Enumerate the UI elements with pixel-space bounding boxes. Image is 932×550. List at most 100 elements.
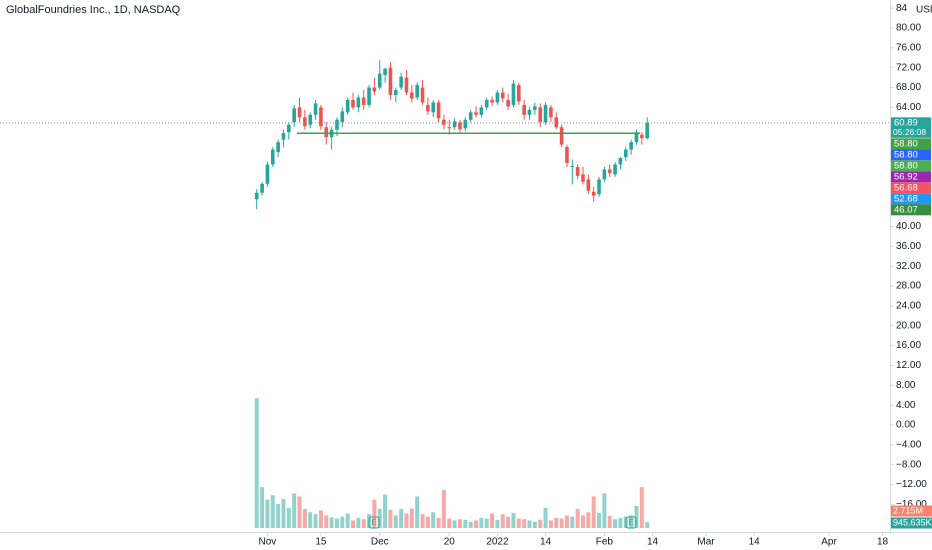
volume-bar	[340, 516, 345, 528]
volume-bar	[597, 512, 602, 528]
candle-body	[324, 127, 329, 138]
x-tick-label: Feb	[596, 537, 614, 548]
candle-body	[415, 85, 419, 98]
volume-bar	[324, 515, 329, 528]
volume-label-text: 945.635K	[893, 517, 932, 527]
volume-bar	[490, 513, 495, 528]
y-tick-label: 20.00	[896, 320, 921, 331]
x-tick-label: 14	[749, 537, 761, 548]
volume-bar	[431, 512, 436, 528]
y-tick-label: 68.00	[896, 82, 921, 93]
candle-body	[335, 119, 339, 130]
volume-bar	[500, 514, 505, 528]
volume-pane	[254, 398, 650, 528]
candle-body	[393, 90, 398, 95]
volume-bar	[276, 504, 281, 528]
price-label-bg	[891, 182, 931, 194]
volume-bar	[297, 496, 302, 528]
volume-bar	[511, 512, 516, 528]
volume-bar	[463, 519, 468, 528]
volume-bar	[484, 518, 489, 528]
candle-body	[500, 92, 505, 99]
x-tick-label: 14	[647, 537, 659, 548]
volume-bar	[260, 487, 265, 528]
candle-body	[634, 132, 639, 143]
candle-body	[618, 158, 623, 165]
price-label-bg	[891, 204, 931, 216]
volume-bar	[420, 514, 425, 528]
price-label: 52.68	[891, 193, 931, 204]
candle-body	[559, 127, 564, 145]
candle-body	[623, 149, 628, 158]
volume-bar	[591, 496, 596, 528]
candle-body	[602, 169, 607, 180]
candle-body	[367, 87, 371, 105]
candle-body	[319, 107, 323, 127]
candle-body	[597, 179, 601, 195]
y-tick-label: 76.00	[896, 42, 921, 53]
candle-body	[281, 133, 286, 140]
volume-bar	[351, 520, 356, 528]
volume-bar	[538, 519, 543, 528]
price-label: 56.68	[891, 182, 931, 193]
volume-bar	[559, 518, 564, 528]
volume-bar	[292, 493, 297, 528]
price-label-text: 58.80	[894, 138, 918, 149]
price-label-text: 52.68	[894, 193, 918, 204]
price-label: 56.92	[891, 171, 931, 182]
volume-bar	[452, 520, 457, 528]
volume-bar	[479, 517, 484, 528]
volume-bar	[265, 499, 270, 528]
volume-bar	[361, 519, 366, 528]
volume-bar	[613, 519, 618, 528]
candle-body	[565, 147, 569, 163]
volume-bar	[602, 493, 607, 528]
volume-bar	[404, 513, 409, 528]
candle-body	[436, 102, 441, 119]
candle-body	[613, 164, 617, 175]
volume-bar	[457, 519, 462, 528]
candle-body	[581, 174, 585, 182]
candle-body	[351, 99, 355, 108]
volume-bar	[468, 521, 473, 528]
y-tick-label: 0.00	[896, 420, 916, 431]
volume-label-bg	[891, 517, 932, 529]
price-label: 58.80	[891, 149, 931, 160]
volume-bar	[554, 517, 559, 528]
candle-body	[345, 99, 350, 113]
y-tick-label: 4.00	[896, 400, 916, 411]
chart-title: GlobalFoundries Inc., 1D, NASDAQ	[6, 4, 181, 16]
countdown: 05:26:08	[893, 127, 926, 137]
candle-body	[308, 114, 313, 125]
candle-body	[292, 108, 296, 123]
volume-bar	[575, 509, 580, 528]
candle-body	[447, 127, 452, 129]
volume-bar	[618, 517, 623, 528]
y-tick-label: 80.00	[896, 23, 921, 34]
candle-body	[645, 122, 649, 139]
volume-bar	[645, 522, 650, 528]
x-tick-label: Apr	[821, 537, 837, 548]
volume-bar	[527, 520, 532, 528]
x-tick-label: Nov	[259, 537, 277, 548]
x-tick-label: 14	[540, 537, 552, 548]
candle-body	[586, 179, 591, 191]
price-label: 46.07	[891, 204, 931, 215]
candle-body	[549, 107, 553, 118]
candle-body	[383, 68, 387, 76]
price-label-bg	[891, 117, 931, 129]
candle-body	[591, 191, 596, 196]
currency: USD	[916, 5, 932, 16]
candle-body	[575, 166, 580, 176]
volume-bar	[516, 518, 521, 528]
candle-body	[452, 121, 457, 128]
x-tick-label: Dec	[371, 537, 389, 548]
y-tick-label: 16.00	[896, 340, 921, 351]
candle-body	[420, 87, 425, 103]
volume-label-bg	[891, 505, 932, 517]
volume-bar	[308, 512, 313, 528]
candle-body	[287, 124, 291, 133]
y-tick-label: 40.00	[896, 221, 921, 232]
candle-body	[543, 104, 548, 123]
volume-bar	[334, 518, 339, 528]
